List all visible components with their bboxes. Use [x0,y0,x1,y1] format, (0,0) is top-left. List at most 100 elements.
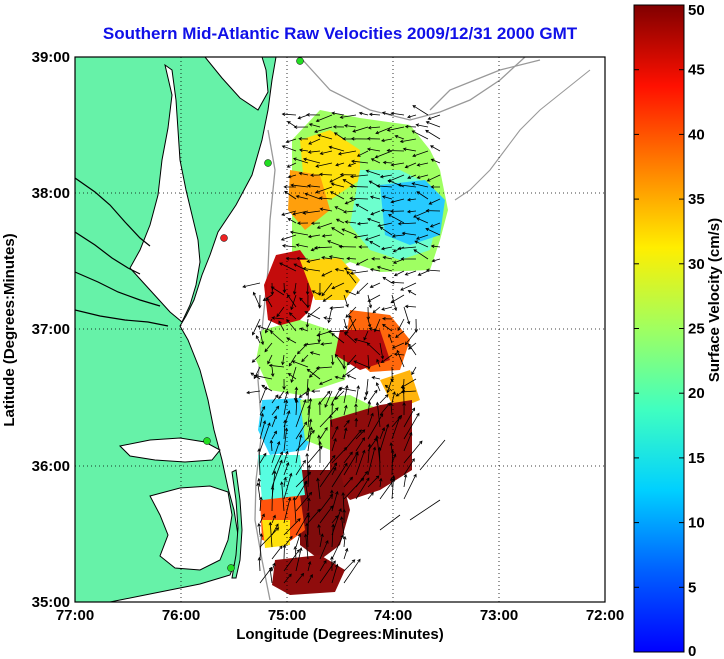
velocity-arrow [295,433,303,464]
velocity-arrow [315,162,333,168]
velocity-arrow [430,244,441,249]
velocity-arrow [371,257,381,261]
velocity-arrow [344,289,357,296]
velocity-arrow [364,234,381,241]
velocity-arrow [315,114,333,123]
river-rappahannock [75,231,141,275]
velocity-arrow [386,148,405,153]
velocity-arrow [375,401,381,428]
delaware-bay [204,57,269,111]
velocity-arrow [343,476,354,488]
velocity-arrow [397,246,417,251]
velocity-arrow [343,404,348,416]
velocity-arrow [331,332,345,344]
colorbar-tick-label: 30 [688,256,705,273]
velocity-arrow [283,476,287,488]
velocity-arrow [369,267,381,272]
velocity-arrow [334,353,345,368]
velocity-arrow [381,111,393,116]
velocity-arrow [287,373,297,380]
colorbar [633,4,685,653]
velocity-arrow [340,516,345,536]
velocity-arrow [331,227,345,236]
velocity-arrow [377,222,393,228]
velocity-arrow [404,270,417,276]
velocity-arrow [307,464,311,488]
velocity-arrow [281,112,297,117]
velocity-arrow [251,354,261,363]
velocity-arrow [305,282,310,296]
velocity-arrow [402,401,406,416]
velocity-arrow [264,342,273,353]
velocity-arrow [416,217,429,224]
velocity-arrow [407,174,417,179]
velocity-arrow [267,354,273,365]
velocity-arrow [257,477,261,488]
radar-stations [203,57,304,572]
bathymetry-contour [429,59,541,111]
velocity-arrow [331,437,337,452]
velocity-arrow [259,513,265,524]
velocity-arrow [280,234,297,241]
river-james [75,309,169,327]
bathymetry-contour [299,57,526,121]
velocity-arrow [403,473,417,500]
colorbar-tick-label: 0 [688,643,696,659]
velocity-arrow [319,533,324,548]
velocity-arrow [390,280,405,285]
velocity-arrow [281,210,297,216]
albemarle-sound [118,437,221,463]
velocity-arrow [330,182,345,188]
velocity-arrow [353,234,369,239]
velocity-arrow [257,522,261,536]
velocity-arrow [331,466,337,476]
velocity-arrow [339,114,357,119]
velocity-arrow [408,343,417,356]
velocity-arrow [264,318,273,334]
velocity-arrow [259,422,271,452]
velocity-arrow [343,124,357,128]
velocity-arrow [334,267,345,272]
velocity-arrow [342,535,347,548]
velocity-arrow [271,415,278,428]
velocity-arrow [286,162,297,168]
velocity-arrow [429,222,441,228]
velocity-arrow [343,419,350,428]
velocity-arrow [369,195,381,200]
velocity-arrow [259,412,264,428]
velocity-arrow [382,160,393,165]
velocity-arrow [329,174,345,183]
velocity-arrow [334,390,345,400]
velocity-arrow [295,243,309,248]
velocity-arrow [345,306,357,318]
velocity-arrow [259,496,263,512]
velocity-arrow [382,255,393,260]
velocity-arrow [317,330,321,344]
velocity-arrow [282,282,287,294]
colorbar-tick-label: 50 [688,2,705,19]
velocity-arrow [262,294,273,301]
velocity-arrow [305,522,309,548]
velocity-arrow [253,366,261,380]
velocity-arrow [343,384,349,404]
figure-title: Southern Mid-Atlantic Raw Velocities 200… [102,24,578,43]
velocity-arrow [343,318,348,330]
velocity-arrow [331,462,348,488]
velocity-arrow [319,426,328,440]
velocity-arrow [307,508,321,524]
velocity-arrow [319,560,336,584]
velocity-arrow [302,266,321,272]
velocity-arrow [343,558,361,584]
velocity-arrow [400,257,417,261]
velocity-arrow [349,196,369,201]
velocity-arrow [390,366,394,383]
river-york [75,271,161,307]
velocity-arrow [343,427,348,440]
velocity-arrow [403,412,420,440]
x-tick-label: 73:00 [480,607,518,624]
velocity-arrow [347,162,357,167]
velocity-arrow [400,378,417,389]
velocity-arrow [257,448,261,476]
velocity-arrow [328,145,345,152]
